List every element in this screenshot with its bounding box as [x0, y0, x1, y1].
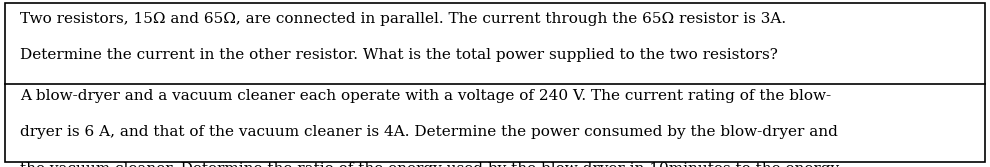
FancyBboxPatch shape: [5, 3, 985, 162]
Text: Determine the current in the other resistor. What is the total power supplied to: Determine the current in the other resis…: [20, 48, 782, 62]
Text: A blow-dryer and a vacuum cleaner each operate with a voltage of 240 V. The curr: A blow-dryer and a vacuum cleaner each o…: [20, 89, 831, 103]
Text: the vacuum cleaner. Determine the ratio of the energy used by the blow dryer in : the vacuum cleaner. Determine the ratio …: [20, 162, 839, 167]
Text: Two resistors, 15Ω and 65Ω, are connected in parallel. The current through the 6: Two resistors, 15Ω and 65Ω, are connecte…: [20, 12, 786, 26]
Text: dryer is 6 A, and that of the vacuum cleaner is 4A. Determine the power consumed: dryer is 6 A, and that of the vacuum cle…: [20, 125, 838, 139]
